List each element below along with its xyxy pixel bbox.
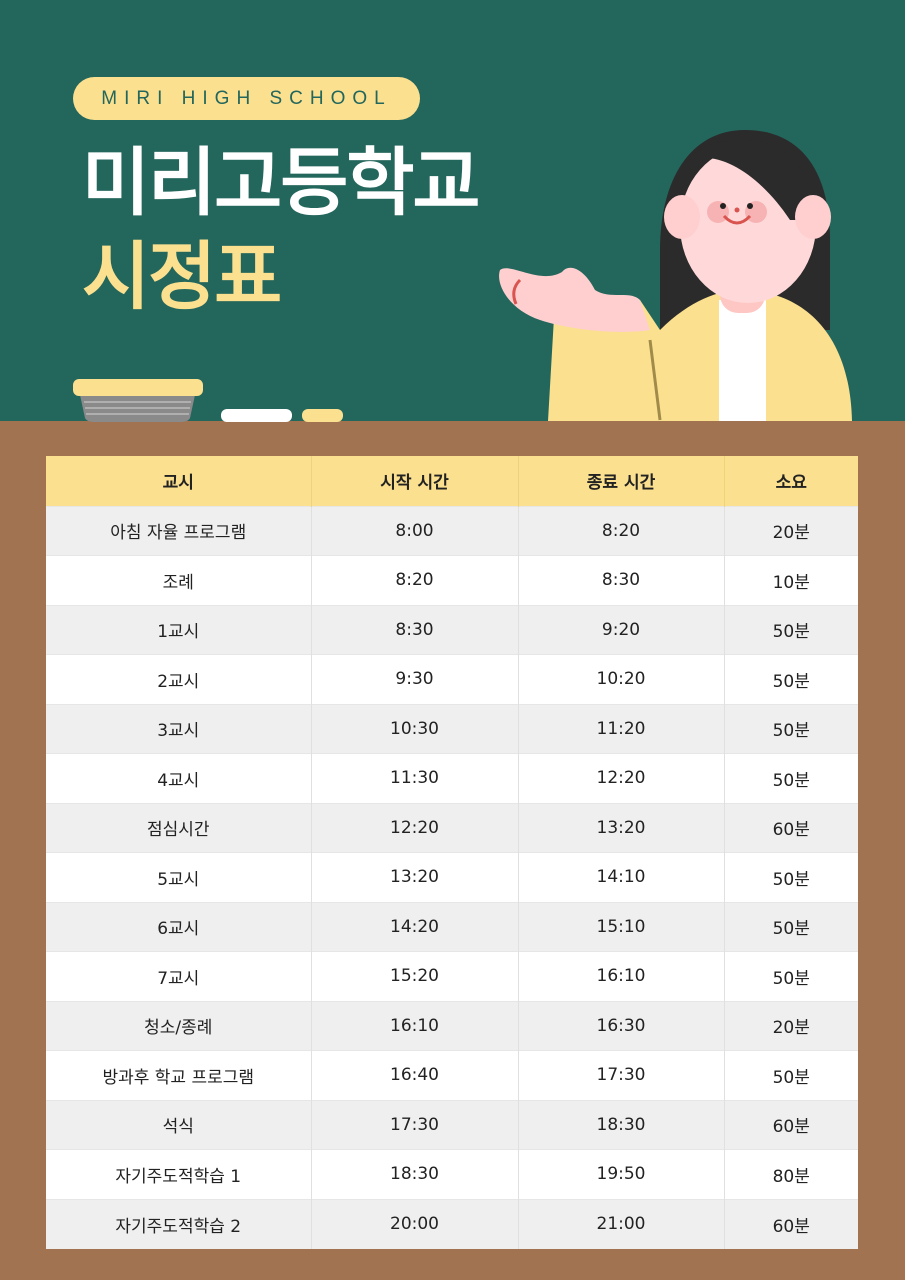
table-row: 2교시 9:30 10:20 50분 [46, 654, 858, 704]
cell-period: 석식 [46, 1099, 312, 1150]
table-row: 6교시 14:20 15:10 50분 [46, 901, 858, 952]
cell-duration: 60분 [724, 1198, 858, 1249]
cell-start: 13:20 [311, 852, 519, 902]
cell-period: 조례 [46, 555, 312, 605]
cell-start: 8:30 [311, 604, 519, 655]
cell-duration: 20분 [724, 505, 858, 556]
cell-start: 8:20 [311, 555, 519, 605]
schedule-table: 교시 시작 시간 종료 시간 소요 아침 자율 프로그램 8:00 8:20 20분 조… [46, 456, 858, 1249]
cell-period: 방과후 학교 프로그램 [46, 1050, 312, 1100]
illustration [73, 130, 852, 422]
cell-start: 20:00 [311, 1198, 519, 1249]
cell-start: 18:30 [311, 1149, 519, 1199]
table-row: 5교시 13:20 14:10 50분 [46, 852, 858, 902]
table-row: 4교시 11:30 12:20 50분 [46, 753, 858, 803]
cell-end: 14:10 [518, 852, 725, 902]
cell-end: 8:20 [518, 505, 725, 556]
page-title: 미리고등학교 [82, 140, 480, 226]
cell-period: 자기주도적학습 1 [46, 1149, 312, 1199]
cell-end: 9:20 [518, 604, 725, 655]
table-header-row: 교시 시작 시간 종료 시간 소요 [46, 456, 858, 506]
column-header-duration: 소요 [724, 456, 858, 506]
table-row: 방과후 학교 프로그램 16:40 17:30 50분 [46, 1050, 858, 1100]
cell-period: 점심시간 [46, 802, 312, 853]
cell-start: 11:30 [311, 753, 519, 803]
cell-start: 16:10 [311, 1000, 519, 1051]
cell-start: 14:20 [311, 901, 519, 952]
cell-duration: 50분 [724, 1050, 858, 1100]
cell-duration: 50분 [724, 852, 858, 902]
cell-end: 8:30 [518, 555, 725, 605]
table-row: 7교시 15:20 16:10 50분 [46, 951, 858, 1001]
cell-duration: 50분 [724, 654, 858, 704]
cell-duration: 50분 [724, 703, 858, 754]
cell-end: 15:10 [518, 901, 725, 952]
table-row: 청소/종례 16:10 16:30 20분 [46, 1000, 858, 1051]
page-subtitle: 시정표 [82, 234, 282, 320]
column-header-start: 시작 시간 [311, 456, 519, 506]
cell-start: 16:40 [311, 1050, 519, 1100]
column-header-end: 종료 시간 [518, 456, 725, 506]
cell-duration: 10분 [724, 555, 858, 605]
cell-start: 15:20 [311, 951, 519, 1001]
eraser-icon [73, 379, 203, 422]
cell-duration: 50분 [724, 901, 858, 952]
cell-period: 7교시 [46, 951, 312, 1001]
cell-start: 9:30 [311, 654, 519, 704]
cell-period: 자기주도적학습 2 [46, 1198, 312, 1249]
cell-end: 17:30 [518, 1050, 725, 1100]
cell-end: 21:00 [518, 1198, 725, 1249]
cell-period: 4교시 [46, 753, 312, 803]
cell-duration: 50분 [724, 753, 858, 803]
cell-end: 19:50 [518, 1149, 725, 1199]
table-row: 아침 자율 프로그램 8:00 8:20 20분 [46, 505, 858, 556]
table-row: 점심시간 12:20 13:20 60분 [46, 802, 858, 853]
column-header-period: 교시 [46, 456, 312, 506]
table-row: 자기주도적학습 2 20:00 21:00 60분 [46, 1198, 858, 1249]
table-row: 3교시 10:30 11:20 50분 [46, 703, 858, 754]
cell-end: 13:20 [518, 802, 725, 853]
cell-end: 12:20 [518, 753, 725, 803]
cell-duration: 50분 [724, 604, 858, 655]
teacher-illustration [499, 130, 852, 421]
white-chalk-icon [221, 409, 292, 422]
cell-start: 17:30 [311, 1099, 519, 1150]
cell-duration: 60분 [724, 802, 858, 853]
cell-end: 11:20 [518, 703, 725, 754]
cell-duration: 60분 [724, 1099, 858, 1150]
table-row: 1교시 8:30 9:20 50분 [46, 604, 858, 655]
school-badge: MIRI HIGH SCHOOL [73, 77, 420, 120]
cell-end: 10:20 [518, 654, 725, 704]
table-row: 석식 17:30 18:30 60분 [46, 1099, 858, 1150]
cell-period: 5교시 [46, 852, 312, 902]
cell-period: 아침 자율 프로그램 [46, 505, 312, 556]
cell-duration: 50분 [724, 951, 858, 1001]
cell-period: 3교시 [46, 703, 312, 754]
table-row: 조례 8:20 8:30 10분 [46, 555, 858, 605]
cell-end: 16:10 [518, 951, 725, 1001]
cell-end: 16:30 [518, 1000, 725, 1051]
cell-period: 1교시 [46, 604, 312, 655]
table-row: 자기주도적학습 1 18:30 19:50 80분 [46, 1149, 858, 1199]
cell-start: 12:20 [311, 802, 519, 853]
yellow-chalk-icon [302, 409, 343, 422]
cell-period: 2교시 [46, 654, 312, 704]
cell-end: 18:30 [518, 1099, 725, 1150]
cell-duration: 20분 [724, 1000, 858, 1051]
cell-start: 10:30 [311, 703, 519, 754]
cell-start: 8:00 [311, 505, 519, 556]
cell-duration: 80분 [724, 1149, 858, 1199]
cell-period: 청소/종례 [46, 1000, 312, 1051]
cell-period: 6교시 [46, 901, 312, 952]
